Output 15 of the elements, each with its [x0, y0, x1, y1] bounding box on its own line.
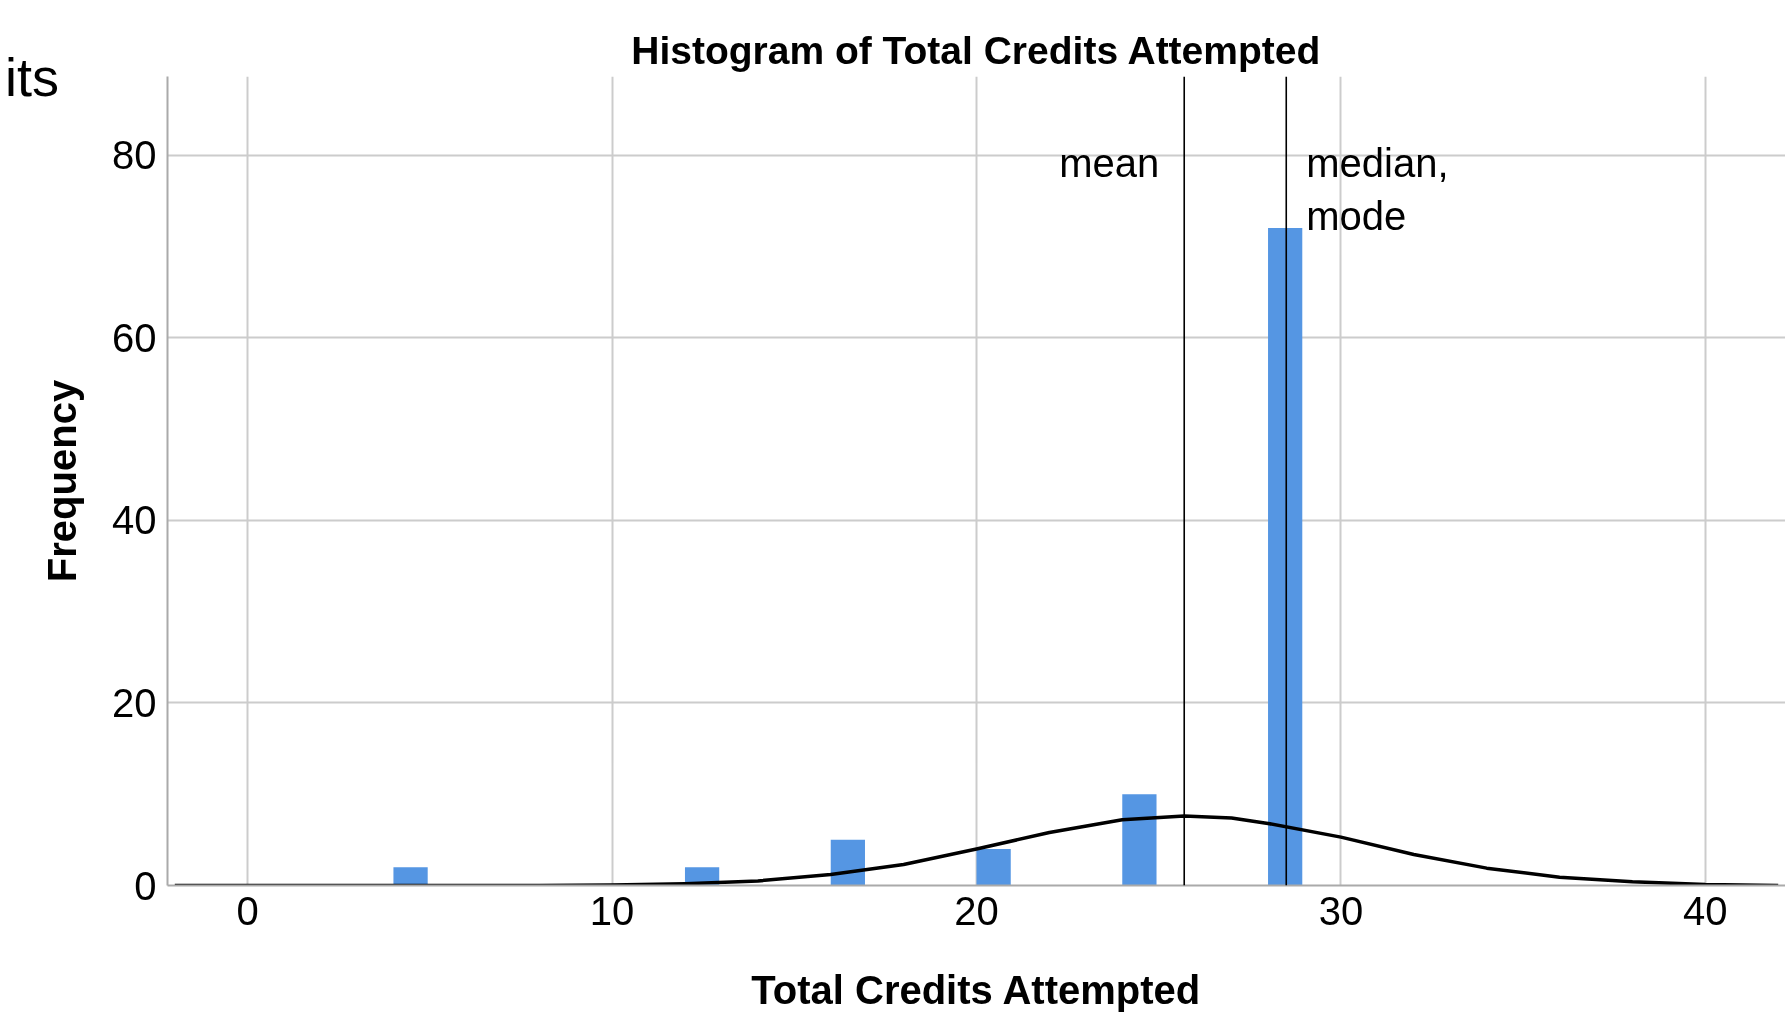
y-tick-label: 40	[112, 498, 157, 543]
ref-line-label: median, mode	[1306, 141, 1449, 238]
chart-title: Histogram of Total Credits Attempted	[631, 28, 1321, 72]
y-tick-label: 80	[112, 133, 157, 178]
y-axis-title: Frequency	[40, 379, 85, 583]
text: its	[5, 47, 59, 107]
y-tick-label: 20	[112, 680, 157, 725]
x-tick-label: 10	[589, 888, 635, 933]
x-tick-label: 40	[1683, 888, 1728, 933]
x-tick-label: 0	[236, 888, 259, 933]
x-tick-label: 20	[954, 888, 999, 933]
x-axis-title: Total Credits Attempted	[751, 967, 1201, 1012]
ref-line-label: mean	[1059, 141, 1160, 186]
x-tick-label: 30	[1318, 888, 1364, 933]
y-tick-label: 60	[112, 315, 157, 360]
